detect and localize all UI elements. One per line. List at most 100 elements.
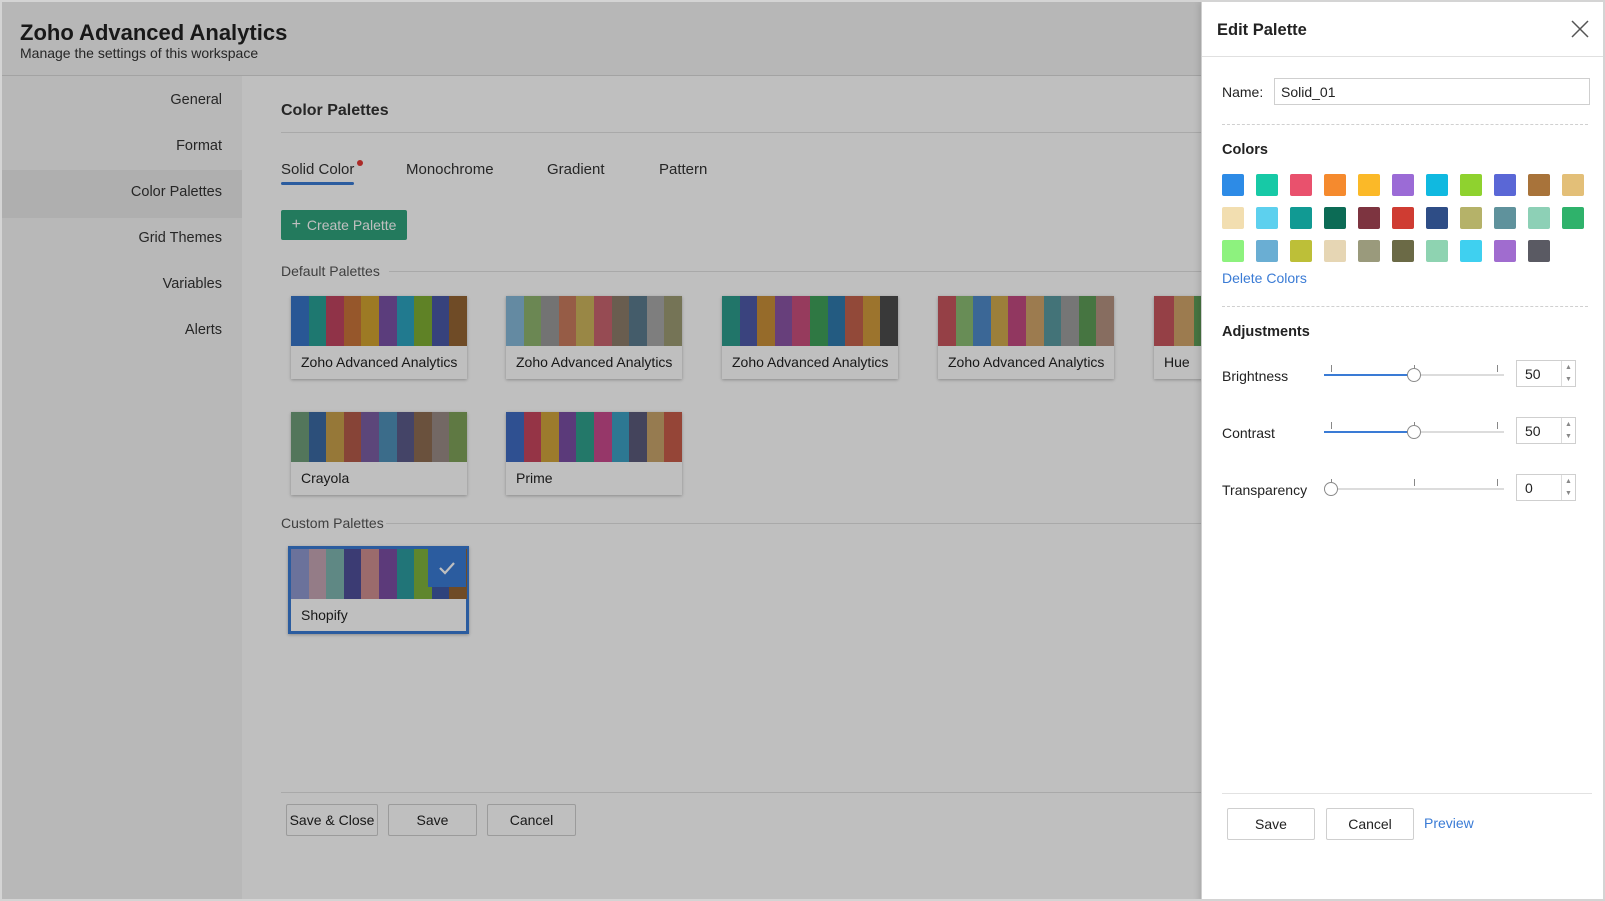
- stepper-arrows-icon[interactable]: ▲ ▼: [1561, 475, 1575, 500]
- adjustment-value: 0: [1525, 479, 1533, 496]
- color-swatch[interactable]: [1494, 240, 1516, 262]
- color-swatch[interactable]: [1392, 174, 1414, 196]
- tab-solid-color[interactable]: Solid Color: [281, 161, 355, 178]
- palette-card[interactable]: Zoho Advanced Analytics: [722, 296, 898, 379]
- color-swatch[interactable]: [1222, 174, 1244, 196]
- drawer-save-button[interactable]: Save: [1227, 808, 1315, 840]
- adjustment-value: 50: [1525, 422, 1541, 439]
- section-title: Color Palettes: [281, 102, 389, 119]
- color-swatch[interactable]: [1528, 207, 1550, 229]
- sidebar-item-color-palettes[interactable]: Color Palettes: [130, 184, 222, 200]
- color-swatch[interactable]: [1358, 240, 1380, 262]
- slider-tick: [1414, 479, 1415, 486]
- footer-divider: [281, 792, 1211, 793]
- custom-palette-card[interactable]: Shopify: [288, 546, 469, 634]
- palette-card[interactable]: Crayola: [291, 412, 467, 495]
- palette-card[interactable]: Zoho Advanced Analytics: [506, 296, 682, 379]
- palette-color-strip: [291, 296, 467, 346]
- color-swatch[interactable]: [1256, 240, 1278, 262]
- color-swatch[interactable]: [1528, 174, 1550, 196]
- adjustment-value-input[interactable]: 50 ▲ ▼: [1516, 417, 1576, 444]
- colors-heading: Colors: [1222, 142, 1268, 158]
- slider-handle[interactable]: [1407, 368, 1421, 382]
- preview-link[interactable]: Preview: [1424, 815, 1474, 831]
- palette-color-stripe: [291, 296, 309, 346]
- close-icon[interactable]: [1571, 20, 1589, 38]
- tab-notification-dot: [357, 160, 363, 166]
- palette-color-strip: [938, 296, 1114, 346]
- palette-name: Zoho Advanced Analytics: [301, 354, 458, 370]
- adjustment-slider[interactable]: [1324, 422, 1504, 442]
- sidebar-item-alerts[interactable]: Alerts: [184, 322, 222, 338]
- checkmark-icon: [428, 549, 466, 587]
- sidebar-item-general[interactable]: General: [170, 92, 222, 108]
- color-swatch[interactable]: [1460, 174, 1482, 196]
- color-swatch[interactable]: [1392, 240, 1414, 262]
- color-swatch[interactable]: [1426, 240, 1448, 262]
- color-swatch[interactable]: [1426, 174, 1448, 196]
- color-swatch[interactable]: [1358, 174, 1380, 196]
- default-palettes-divider: [389, 271, 1211, 272]
- save-close-button[interactable]: Save & Close: [286, 804, 378, 836]
- color-swatch[interactable]: [1460, 207, 1482, 229]
- palette-color-stripe: [431, 296, 450, 346]
- slider-handle[interactable]: [1324, 482, 1338, 496]
- color-swatch[interactable]: [1222, 207, 1244, 229]
- color-swatch[interactable]: [1290, 240, 1312, 262]
- color-swatch[interactable]: [1256, 207, 1278, 229]
- tab-monochrome[interactable]: Monochrome: [406, 161, 494, 178]
- create-palette-button[interactable]: + Create Palette: [281, 210, 407, 240]
- drawer-cancel-button[interactable]: Cancel: [1326, 808, 1414, 840]
- palette-color-stripe: [664, 296, 682, 346]
- color-swatch[interactable]: [1494, 174, 1516, 196]
- color-swatch[interactable]: [1324, 240, 1346, 262]
- color-swatch[interactable]: [1358, 207, 1380, 229]
- palette-color-strip: [506, 412, 682, 462]
- palette-color-stripe: [396, 296, 415, 346]
- palette-name-input[interactable]: [1274, 78, 1590, 105]
- stepper-arrows-icon[interactable]: ▲ ▼: [1561, 361, 1575, 386]
- palette-card[interactable]: Zoho Advanced Analytics: [291, 296, 467, 379]
- sidebar-item-variables[interactable]: Variables: [162, 276, 222, 292]
- color-swatch[interactable]: [1324, 174, 1346, 196]
- slider-tick: [1331, 365, 1332, 372]
- color-swatch[interactable]: [1290, 207, 1312, 229]
- palette-name: Zoho Advanced Analytics: [732, 354, 889, 370]
- palette-color-stripe: [722, 296, 740, 346]
- palette-color-stripe: [576, 296, 594, 346]
- palette-color-stripe: [576, 412, 594, 462]
- settings-sidebar: General Format Color Palettes Grid Theme…: [2, 76, 242, 899]
- color-swatch[interactable]: [1494, 207, 1516, 229]
- color-swatch[interactable]: [1222, 240, 1244, 262]
- color-swatch[interactable]: [1562, 174, 1584, 196]
- sidebar-item-grid-themes[interactable]: Grid Themes: [138, 230, 222, 246]
- slider-handle[interactable]: [1407, 425, 1421, 439]
- tab-gradient[interactable]: Gradient: [547, 161, 605, 178]
- save-button[interactable]: Save: [388, 804, 477, 836]
- color-swatch[interactable]: [1392, 207, 1414, 229]
- color-swatch[interactable]: [1256, 174, 1278, 196]
- sidebar-item-format[interactable]: Format: [176, 138, 222, 154]
- adjustment-slider[interactable]: [1324, 365, 1504, 385]
- palette-color-strip: [291, 549, 467, 599]
- tab-pattern[interactable]: Pattern: [659, 161, 708, 178]
- palette-color-stripe: [792, 296, 810, 346]
- color-swatch[interactable]: [1562, 207, 1584, 229]
- palette-card[interactable]: Prime: [506, 412, 682, 495]
- adjustment-value-input[interactable]: 50 ▲ ▼: [1516, 360, 1576, 387]
- adjustment-slider[interactable]: [1324, 479, 1504, 499]
- delete-colors-link[interactable]: Delete Colors: [1222, 270, 1307, 286]
- color-swatch[interactable]: [1460, 240, 1482, 262]
- cancel-button[interactable]: Cancel: [487, 804, 576, 836]
- color-swatch[interactable]: [1324, 207, 1346, 229]
- drawer-footer-divider: [1222, 793, 1592, 794]
- color-swatch[interactable]: [1290, 174, 1312, 196]
- palette-color-stripe: [506, 296, 524, 346]
- color-swatch[interactable]: [1426, 207, 1448, 229]
- adjustment-value-input[interactable]: 0 ▲ ▼: [1516, 474, 1576, 501]
- color-swatch[interactable]: [1528, 240, 1550, 262]
- palette-card[interactable]: Zoho Advanced Analytics: [938, 296, 1114, 379]
- stepper-arrows-icon[interactable]: ▲ ▼: [1561, 418, 1575, 443]
- section-divider: [281, 132, 1211, 133]
- palette-color-stripe: [326, 296, 344, 346]
